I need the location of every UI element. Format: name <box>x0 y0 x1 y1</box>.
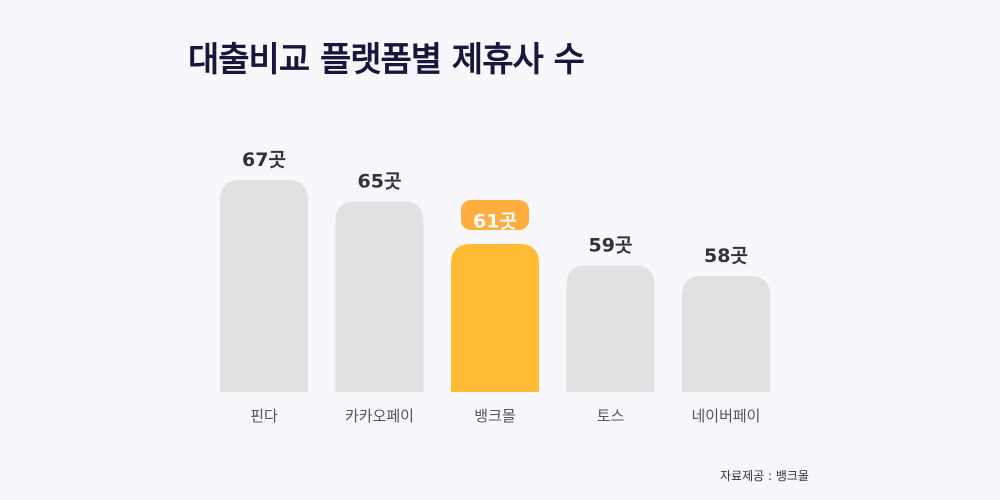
source-note: 자료제공 : 뱅크몰 <box>720 469 809 483</box>
category-label-5: 네이버페이 <box>691 407 760 425</box>
value-label-2: 65곳 <box>358 170 402 192</box>
value-label-3: 61곳 <box>473 211 517 233</box>
category-label-1: 핀다 <box>250 407 278 425</box>
highlight-value-badge <box>461 200 529 230</box>
bar-4 <box>566 265 655 392</box>
category-label-4: 토스 <box>597 407 625 425</box>
bar-1 <box>220 180 308 392</box>
bar-5 <box>682 276 770 392</box>
bar-2 <box>335 201 424 392</box>
category-label-2: 카카오페이 <box>345 407 414 425</box>
bar-3 <box>451 244 539 392</box>
chart-title: 대출비교 플랫폼별 제휴사 수 <box>188 40 585 80</box>
value-label-4: 59곳 <box>589 234 633 256</box>
value-label-5: 58곳 <box>704 245 748 267</box>
value-label-1: 67곳 <box>242 149 286 171</box>
category-label-3: 뱅크몰 <box>474 407 515 425</box>
